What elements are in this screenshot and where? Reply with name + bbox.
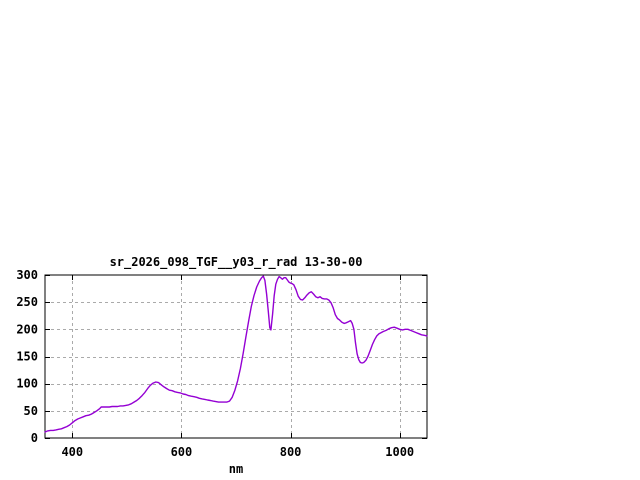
y-tick-label: 50 bbox=[24, 404, 38, 418]
axis-tick-labels: 400 600 800 1000 0 50 100 150 200 250 300 bbox=[16, 268, 414, 459]
tick-marks bbox=[45, 275, 427, 439]
y-tick-label: 150 bbox=[16, 350, 38, 364]
chart-title: sr_2026_098_TGF__y03_r_rad 13-30-00 bbox=[110, 255, 363, 270]
y-tick-label: 100 bbox=[16, 377, 38, 391]
x-tick-label: 1000 bbox=[385, 445, 414, 459]
y-tick-label: 200 bbox=[16, 322, 38, 336]
x-tick-label: 400 bbox=[61, 445, 83, 459]
series-line bbox=[44, 275, 428, 433]
y-tick-label: 0 bbox=[31, 431, 38, 445]
x-tick-label: 600 bbox=[171, 445, 193, 459]
y-tick-label: 300 bbox=[16, 268, 38, 282]
x-axis-label: nm bbox=[229, 462, 243, 476]
x-tick-label: 800 bbox=[280, 445, 302, 459]
grid-layer bbox=[45, 275, 427, 438]
y-tick-label: 250 bbox=[16, 295, 38, 309]
plot-border bbox=[44, 274, 428, 439]
